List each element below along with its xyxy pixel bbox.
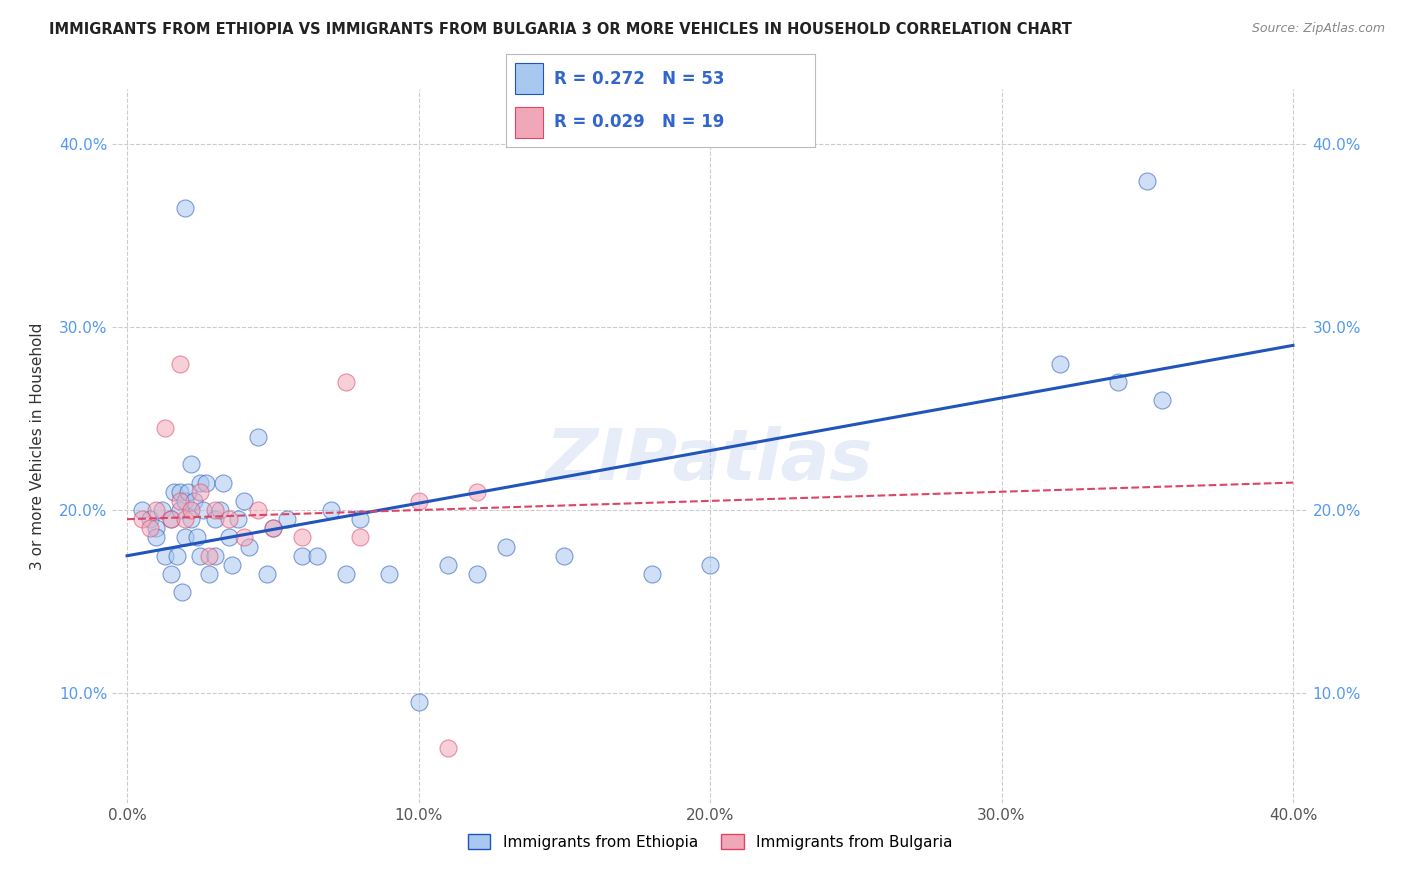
FancyBboxPatch shape bbox=[516, 107, 543, 138]
Point bbox=[291, 549, 314, 563]
Point bbox=[145, 521, 167, 535]
Point bbox=[139, 521, 162, 535]
Point bbox=[163, 484, 186, 499]
Point bbox=[291, 531, 314, 545]
Point bbox=[180, 503, 202, 517]
Point bbox=[212, 475, 235, 490]
Point bbox=[197, 567, 219, 582]
Point bbox=[166, 549, 188, 563]
Point bbox=[159, 512, 181, 526]
Point bbox=[349, 531, 371, 545]
Point bbox=[159, 512, 181, 526]
Point bbox=[218, 531, 240, 545]
Point bbox=[174, 494, 197, 508]
Point bbox=[131, 503, 153, 517]
Point bbox=[145, 531, 167, 545]
Point bbox=[159, 567, 181, 582]
Point bbox=[188, 549, 211, 563]
Point bbox=[177, 484, 200, 499]
Point bbox=[465, 567, 488, 582]
Point bbox=[131, 512, 153, 526]
Point bbox=[188, 484, 211, 499]
Point bbox=[180, 458, 202, 472]
Text: ZIPatlas: ZIPatlas bbox=[547, 425, 873, 495]
Point bbox=[174, 201, 197, 215]
Point bbox=[218, 512, 240, 526]
Point bbox=[465, 484, 488, 499]
Point bbox=[153, 549, 176, 563]
Point bbox=[188, 475, 211, 490]
Point bbox=[180, 512, 202, 526]
Point bbox=[262, 521, 284, 535]
Point bbox=[174, 531, 197, 545]
Point bbox=[335, 567, 357, 582]
Point bbox=[276, 512, 298, 526]
Y-axis label: 3 or more Vehicles in Household: 3 or more Vehicles in Household bbox=[31, 322, 45, 570]
Point bbox=[183, 494, 205, 508]
Point bbox=[169, 357, 191, 371]
Point bbox=[204, 512, 226, 526]
Point bbox=[145, 503, 167, 517]
Point bbox=[641, 567, 664, 582]
Text: R = 0.029   N = 19: R = 0.029 N = 19 bbox=[554, 113, 724, 131]
Point bbox=[262, 521, 284, 535]
Point bbox=[378, 567, 401, 582]
Point bbox=[204, 549, 226, 563]
Point bbox=[169, 503, 191, 517]
FancyBboxPatch shape bbox=[516, 63, 543, 94]
Point bbox=[436, 558, 458, 572]
Point bbox=[436, 740, 458, 755]
Point bbox=[221, 558, 243, 572]
Point bbox=[408, 695, 430, 709]
Point bbox=[553, 549, 575, 563]
Point bbox=[172, 585, 194, 599]
Point bbox=[247, 503, 270, 517]
Point bbox=[256, 567, 278, 582]
Point bbox=[232, 494, 254, 508]
Point bbox=[150, 503, 173, 517]
Point bbox=[349, 512, 371, 526]
Text: Source: ZipAtlas.com: Source: ZipAtlas.com bbox=[1251, 22, 1385, 36]
Point bbox=[153, 420, 176, 434]
Point bbox=[319, 503, 342, 517]
Point bbox=[335, 375, 357, 389]
Point bbox=[495, 540, 517, 554]
Point bbox=[232, 531, 254, 545]
Point bbox=[226, 512, 249, 526]
Point bbox=[699, 558, 721, 572]
Point bbox=[1150, 393, 1173, 408]
Point bbox=[1136, 174, 1159, 188]
Text: R = 0.272   N = 53: R = 0.272 N = 53 bbox=[554, 70, 724, 87]
Point bbox=[209, 503, 232, 517]
Point bbox=[191, 503, 214, 517]
Point bbox=[174, 512, 197, 526]
Point bbox=[247, 430, 270, 444]
Point bbox=[1107, 375, 1129, 389]
Point bbox=[1049, 357, 1071, 371]
Point bbox=[408, 494, 430, 508]
Point bbox=[194, 475, 217, 490]
Legend: Immigrants from Ethiopia, Immigrants from Bulgaria: Immigrants from Ethiopia, Immigrants fro… bbox=[461, 828, 959, 855]
Point bbox=[186, 531, 208, 545]
Point bbox=[305, 549, 328, 563]
Point bbox=[169, 484, 191, 499]
Point bbox=[204, 503, 226, 517]
Point bbox=[197, 549, 219, 563]
Point bbox=[139, 512, 162, 526]
Point bbox=[169, 494, 191, 508]
Text: IMMIGRANTS FROM ETHIOPIA VS IMMIGRANTS FROM BULGARIA 3 OR MORE VEHICLES IN HOUSE: IMMIGRANTS FROM ETHIOPIA VS IMMIGRANTS F… bbox=[49, 22, 1073, 37]
Point bbox=[238, 540, 260, 554]
